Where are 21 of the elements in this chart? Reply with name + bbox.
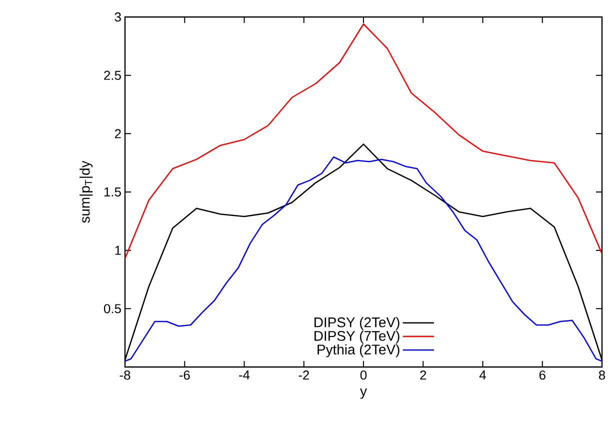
- legend-label: Pythia (2TeV): [318, 344, 400, 358]
- y-tick-label: 3: [114, 12, 121, 22]
- y-tick-label: 2: [114, 129, 121, 138]
- x-tick-label: 0: [360, 370, 367, 380]
- x-tick-label: -6: [179, 370, 190, 380]
- x-tick-label: -4: [239, 370, 250, 380]
- y-tick-label: 1: [115, 246, 121, 255]
- x-tick-label: 8: [598, 370, 606, 380]
- legend-label: DIPSY (2TeV): [314, 317, 400, 330]
- y-tick-label: 1.5: [104, 187, 121, 197]
- x-tick-label: -8: [120, 370, 130, 380]
- x-tick-label: 2: [420, 370, 426, 380]
- x-tick-label: -2: [298, 370, 309, 380]
- y-axis-title: sum|p$_{T}$|dy: [80, 160, 93, 223]
- y-tick-label: 2.5: [104, 70, 121, 80]
- x-axis-title: y: [360, 388, 367, 399]
- line-series: [125, 23, 602, 260]
- x-tick-label: 6: [539, 370, 546, 380]
- y-tick-label: 0.5: [104, 304, 121, 314]
- x-tick-label: 4: [479, 370, 486, 380]
- legend-label: DIPSY (7TeV): [314, 330, 400, 344]
